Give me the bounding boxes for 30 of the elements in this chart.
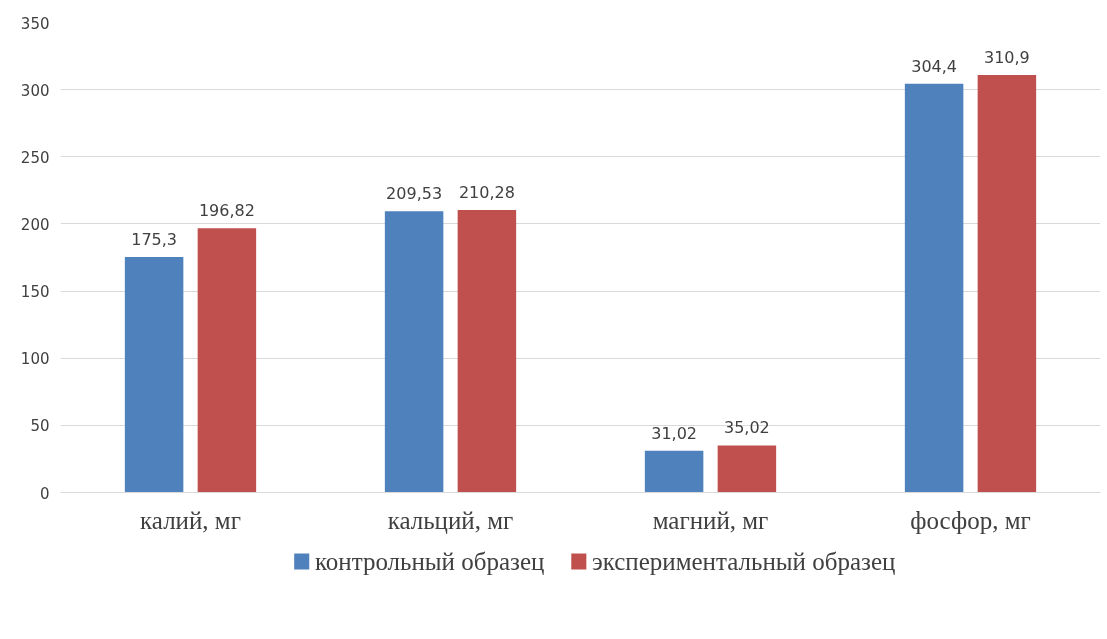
y-tick-label: 250 [20, 148, 50, 167]
y-tick-label: 200 [20, 215, 50, 234]
x-tick-label: фосфор, мг [910, 506, 1031, 534]
legend-label: контрольный образец [314, 548, 545, 575]
data-label: 196,82 [198, 201, 255, 221]
bar [904, 83, 964, 493]
bar [197, 228, 257, 493]
data-label: 175,3 [131, 230, 178, 250]
y-tick-label: 150 [20, 283, 50, 302]
y-tick-label: 50 [30, 417, 50, 436]
y-tick-label: 100 [20, 350, 50, 369]
legend-label: экспериментальный образец [591, 548, 896, 575]
bar [124, 257, 184, 493]
x-tick-label: магний, мг [652, 506, 769, 534]
data-label: 209,53 [386, 184, 443, 204]
data-label: 210,28 [458, 183, 515, 203]
bar [644, 450, 704, 493]
bar [384, 211, 444, 493]
y-tick-label: 300 [20, 81, 50, 100]
data-label: 31,02 [651, 423, 698, 443]
bar [977, 75, 1037, 493]
data-label: 35,02 [724, 418, 770, 438]
bar [457, 210, 517, 493]
x-tick-label: кальций, мг [387, 506, 514, 534]
y-tick-label: 350 [20, 14, 50, 33]
x-tick-label: калий, мг [140, 506, 241, 534]
bar [717, 445, 777, 493]
y-tick-label: 0 [39, 484, 50, 503]
data-label: 310,9 [984, 48, 1030, 68]
data-label: 304,4 [911, 56, 958, 76]
